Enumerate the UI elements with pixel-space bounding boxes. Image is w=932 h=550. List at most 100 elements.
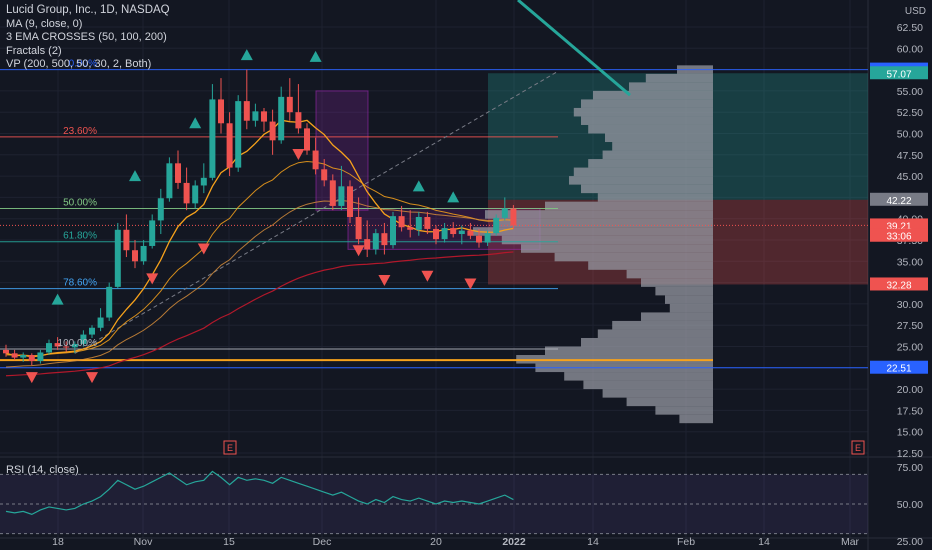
candle-body [63, 346, 70, 348]
candle-body [381, 233, 388, 246]
candle-body [114, 229, 121, 287]
candle-body [304, 128, 310, 151]
rsi-line [5, 470, 514, 516]
time-tick-label: Mar [841, 536, 860, 548]
volume-bar [581, 116, 713, 125]
price-tag-label: 33:06 [886, 232, 911, 243]
candle-body [149, 220, 156, 246]
candle-body [312, 150, 319, 170]
candle-body [269, 121, 276, 141]
time-tick-label: 14 [758, 536, 770, 548]
candle-body [157, 198, 164, 221]
candle-body [218, 99, 224, 124]
earnings-label: E [227, 443, 233, 453]
fractal-up-icon [447, 191, 460, 203]
earnings-label: E [855, 443, 861, 453]
price-tick-label: 50.00 [897, 129, 923, 141]
price-tag [870, 218, 928, 232]
candle-body [80, 334, 87, 344]
candle-body [433, 228, 439, 240]
volume-bar [588, 261, 713, 270]
fib-labels: 0.00% 23.60% 50.00% 61.80% 78.60% 100.00% [58, 59, 98, 349]
candle-body [476, 235, 482, 243]
volume-bar [473, 227, 713, 236]
price-tick-label: 30.00 [897, 299, 923, 311]
candle-body [192, 185, 199, 204]
ema-200-line [5, 251, 514, 377]
earnings-icon [851, 440, 865, 455]
candle-body [278, 96, 285, 141]
candle-body [261, 111, 267, 122]
price-tag [870, 66, 928, 80]
volume-bar [569, 176, 713, 185]
candle-body [347, 186, 353, 217]
volume-bar [602, 150, 713, 160]
candle-body [424, 216, 431, 229]
candle-body [226, 123, 233, 168]
fib-label: 0.00% [69, 59, 97, 70]
candle-body [329, 180, 336, 206]
legend-fractals[interactable]: Fractals (2) [6, 44, 62, 57]
volume-bar [501, 235, 713, 245]
volume-bar [655, 286, 713, 296]
candle-body [37, 352, 44, 361]
candle-body [493, 217, 500, 234]
fractal-down-icon [197, 243, 210, 255]
candle-body [407, 227, 414, 230]
candle-body [510, 208, 517, 226]
time-tick-label: 14 [587, 536, 599, 548]
candle-body [200, 177, 207, 186]
fractal-down-icon [378, 275, 391, 287]
candle-body [252, 111, 259, 121]
time-tick-label: Dec [313, 536, 332, 548]
moving-averages [5, 119, 514, 377]
rsi-tick-label: 50.00 [897, 499, 923, 511]
fractal-up-icon [129, 170, 141, 182]
candle-body [441, 228, 448, 240]
candle-body [140, 245, 147, 262]
ema-50-line [5, 161, 514, 357]
volume-bar [573, 167, 713, 177]
price-tick-label: 35.00 [897, 256, 923, 268]
rsi-pane [0, 470, 868, 535]
fractal-down-icon [421, 270, 434, 282]
volume-bar [497, 218, 713, 228]
candle-body [484, 233, 491, 243]
arrow-line [517, 0, 631, 97]
fractal-down-icon [146, 273, 159, 285]
currency-label: USD [904, 6, 926, 17]
time-tick-label: 2022 [502, 536, 526, 548]
volume-bar [641, 278, 713, 287]
volume-bar [485, 210, 713, 219]
fractal-up-icon [189, 117, 202, 129]
price-tag-label: 22.51 [886, 364, 911, 375]
price-tick-label: 60.00 [897, 43, 923, 55]
fractal-down-icon [86, 372, 98, 384]
price-tick-label: 45.00 [897, 171, 923, 183]
volume-bar [588, 124, 713, 134]
candle-body [355, 216, 362, 240]
volume-bar [545, 346, 713, 356]
candle-body [501, 208, 508, 218]
candle-body [286, 96, 293, 113]
candle-body [321, 169, 328, 181]
candle-body [28, 355, 35, 361]
candle-body [89, 327, 95, 335]
legend-ema[interactable]: 3 EMA CROSSES (50, 100, 200) [6, 31, 167, 43]
fractal-up-icon [51, 293, 64, 305]
ema-100-line [5, 199, 514, 368]
candle-body [372, 233, 379, 250]
volume-bar [629, 82, 713, 91]
rsi-legend[interactable]: RSI (14, close) [6, 464, 79, 476]
fib-label: 23.60% [63, 126, 97, 137]
volume-bar [581, 99, 713, 108]
fractal-up-icon [240, 49, 253, 61]
legend-ma[interactable]: MA (9, close, 0) [6, 17, 83, 30]
legend-title[interactable]: Lucid Group, Inc., 1D, NASDAQ [6, 4, 170, 16]
rsi-tick-label: 25.00 [897, 536, 923, 548]
price-tag [870, 277, 928, 291]
legend-vp[interactable]: VP (200, 500, 50, 30, 2, Both) [6, 58, 152, 70]
